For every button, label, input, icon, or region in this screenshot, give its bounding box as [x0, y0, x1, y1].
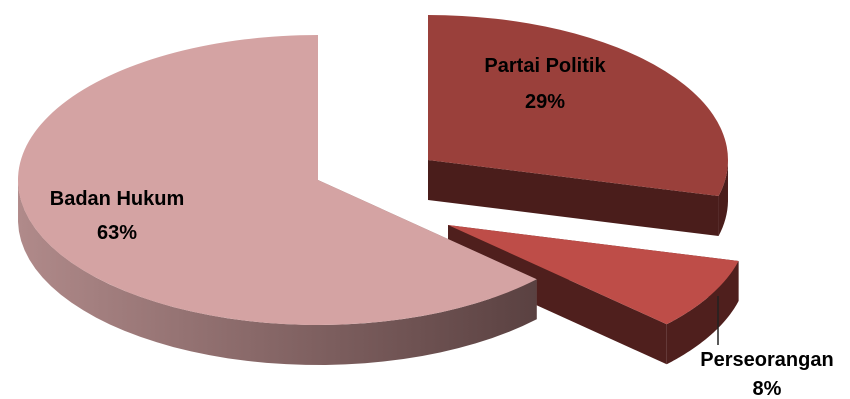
slice-badan-hukum: [18, 35, 537, 325]
label-badan-hukum-name: Badan Hukum: [50, 188, 184, 210]
label-perseorangan-percent: 8%: [753, 378, 782, 399]
slice-badan-hukum-rim: [18, 181, 537, 365]
label-badan-hukum-percent: 63%: [97, 222, 137, 244]
slice-partai-politik: [428, 15, 728, 197]
label-partai-politik-percent: 29%: [525, 91, 565, 113]
slice-perseorangan-rim: [666, 261, 739, 365]
slice-perseorangan: [448, 225, 739, 325]
label-partai-politik-name: Partai Politik: [484, 55, 606, 77]
slice-partai-politik-cut-face: [428, 160, 719, 237]
slice-perseorangan-cut-face: [448, 225, 667, 365]
slice-partai-politik-rim: [718, 161, 728, 237]
label-perseorangan-name: Perseorangan: [700, 349, 833, 371]
